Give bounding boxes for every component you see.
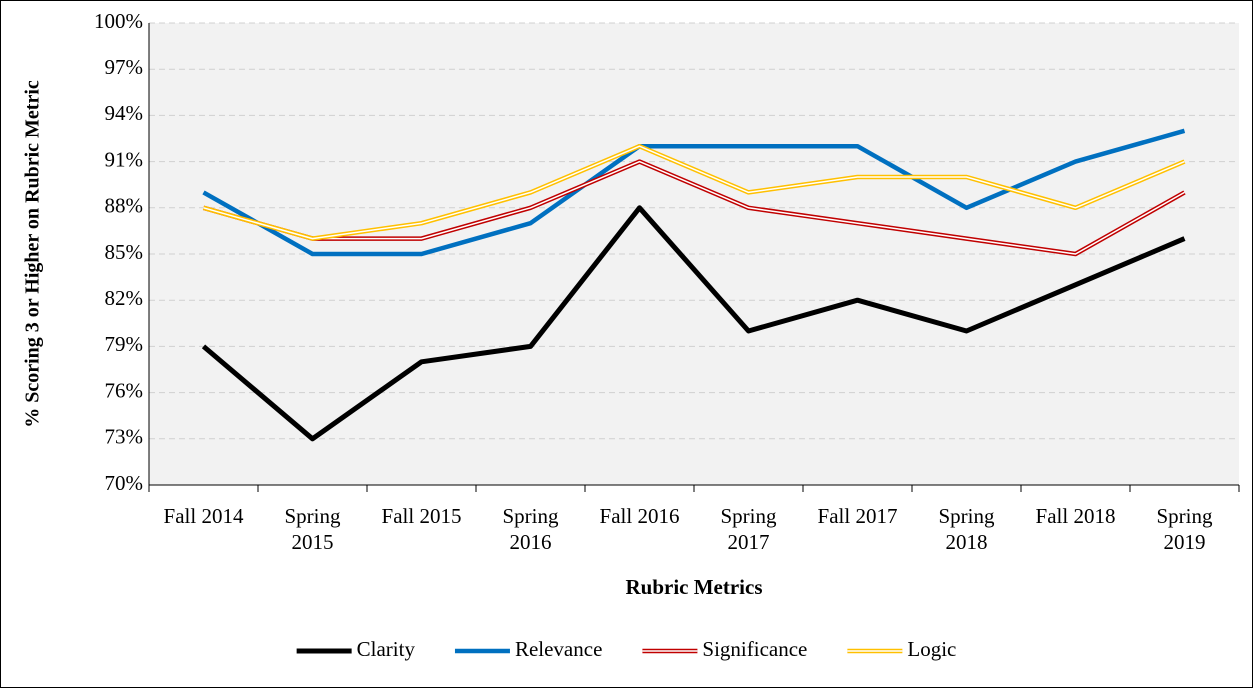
y-tick-label: 88% [105, 194, 144, 218]
x-tick-label: Fall 2016 [599, 504, 680, 528]
y-axis-title: % Scoring 3 or Higher on Rubric Metric [22, 80, 44, 428]
legend-label: Relevance [515, 637, 602, 661]
y-tick-label: 100% [94, 9, 143, 33]
x-tick-label: Spring 2019 [1156, 504, 1213, 554]
x-tick-label: Spring 2017 [720, 504, 777, 554]
y-tick-label: 76% [105, 378, 144, 402]
legend-label: Clarity [357, 637, 416, 661]
y-tick-label: 73% [105, 425, 144, 449]
x-tick-label: Spring 2018 [938, 504, 995, 554]
series-line [201, 205, 1186, 442]
y-tick-label: 97% [105, 55, 144, 79]
y-tick-label: 91% [105, 147, 144, 171]
y-tick-label: 70% [105, 471, 144, 495]
legend-label: Logic [907, 637, 956, 661]
series-line-inner [203, 160, 1185, 255]
x-tick-label: Fall 2017 [817, 504, 898, 528]
legend-label: Significance [702, 637, 807, 661]
y-tick-label: 94% [105, 101, 144, 125]
y-tick-label: 85% [105, 240, 144, 264]
y-tick-label: 82% [105, 286, 144, 310]
x-tick-label: Fall 2015 [381, 504, 462, 528]
x-tick-label: Spring 2016 [502, 504, 559, 554]
x-tick-label: Fall 2014 [163, 504, 244, 528]
y-tick-label: 79% [105, 332, 144, 356]
series-line-inner [203, 145, 1185, 240]
x-axis-title: Rubric Metrics [625, 575, 762, 599]
x-tick-label: Spring 2015 [284, 504, 341, 554]
series-line [202, 128, 1186, 257]
x-tick-label: Fall 2018 [1035, 504, 1116, 528]
